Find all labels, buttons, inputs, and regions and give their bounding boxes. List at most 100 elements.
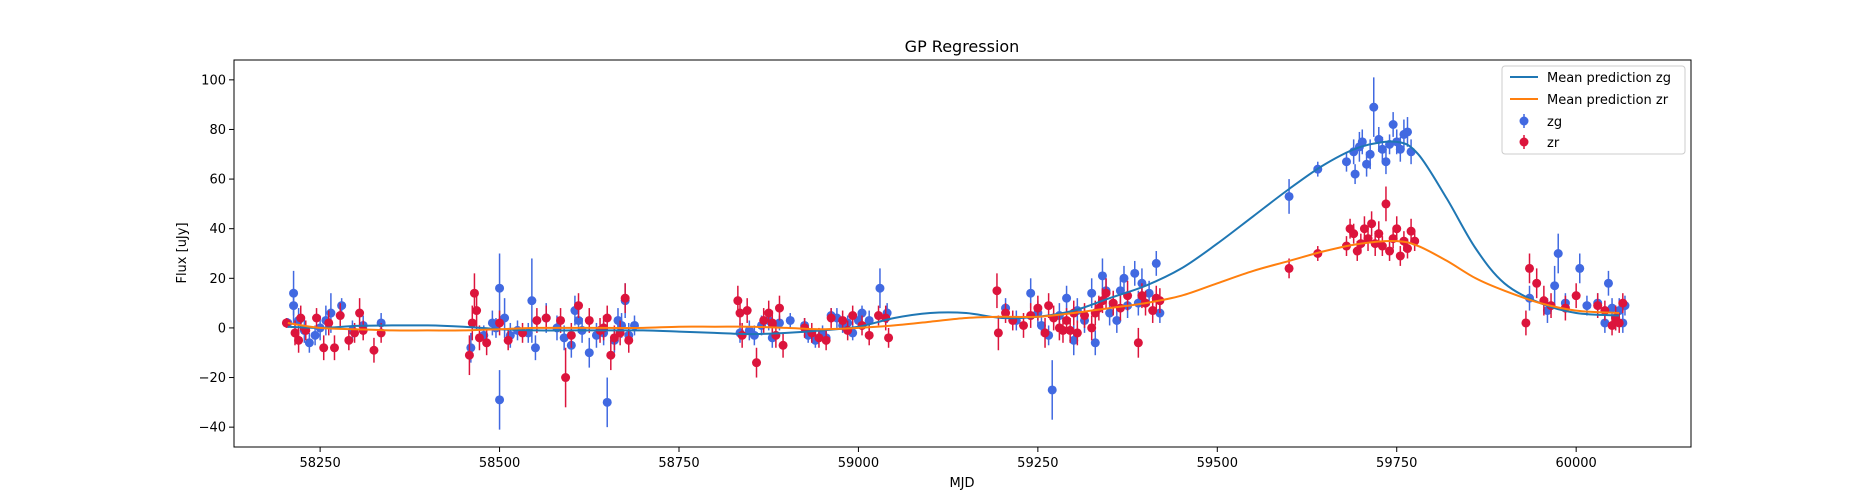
zg-point xyxy=(1036,320,1046,330)
zr-point xyxy=(369,345,379,355)
zr-point xyxy=(474,333,484,343)
zr-point xyxy=(312,313,322,323)
zg-point xyxy=(1087,288,1097,298)
zr-point xyxy=(1402,244,1412,254)
zg-point xyxy=(1350,169,1360,179)
zr-point xyxy=(1019,320,1029,330)
zg-point xyxy=(749,330,759,340)
zr-point xyxy=(1065,325,1075,335)
zr-point xyxy=(344,335,354,345)
legend-zr-point-marker xyxy=(1519,137,1529,147)
zg-point xyxy=(1388,120,1398,129)
zr-point xyxy=(324,318,334,328)
zr-point xyxy=(821,335,831,345)
legend-zg-point-marker xyxy=(1519,116,1529,126)
zg-point xyxy=(495,395,505,405)
zg-point xyxy=(1553,249,1563,258)
zr-point xyxy=(742,306,752,316)
zr-point xyxy=(1392,224,1402,234)
zg-point xyxy=(1097,271,1107,281)
zg-point xyxy=(1341,157,1351,167)
legend-zr-point-label: zr xyxy=(1547,136,1560,151)
zr-point xyxy=(1525,263,1535,273)
zr-point xyxy=(1367,219,1377,229)
x-tick-label: 58500 xyxy=(479,456,520,471)
zr-point xyxy=(1137,291,1147,301)
zg-point xyxy=(1600,318,1610,328)
zg-point xyxy=(574,315,584,325)
zr-point xyxy=(296,313,306,323)
zr-point xyxy=(848,311,858,321)
legend-zg-point-label: zg xyxy=(1547,115,1562,130)
zg-point xyxy=(1377,144,1387,154)
zg-point xyxy=(1357,137,1367,147)
zg-point xyxy=(785,315,795,325)
zg-point xyxy=(1047,385,1057,395)
zr-point xyxy=(584,315,594,325)
zr-point xyxy=(1359,224,1369,234)
zr-point xyxy=(464,350,474,360)
zg-point xyxy=(1090,338,1100,348)
zg-point xyxy=(1284,191,1294,201)
zr-point xyxy=(469,288,479,298)
zg-points-layer xyxy=(283,77,1630,430)
zr-point xyxy=(764,308,774,318)
zr-point xyxy=(735,308,745,318)
zr-point xyxy=(864,330,874,340)
gp-mean-lines-layer xyxy=(287,140,1620,336)
zr-point xyxy=(335,311,345,321)
y-tick-label: 20 xyxy=(209,272,226,287)
x-tick-label: 58250 xyxy=(299,456,340,471)
zg-point xyxy=(1119,273,1129,283)
zg-point xyxy=(337,301,347,311)
zr-point xyxy=(1381,199,1391,209)
zr-point xyxy=(1133,338,1143,348)
zr-point xyxy=(294,335,304,345)
zr-point xyxy=(884,333,894,343)
legend: Mean prediction zg Mean prediction zr zg… xyxy=(1501,65,1686,155)
y-tick-label: −40 xyxy=(199,421,226,436)
zr-point xyxy=(838,315,848,325)
zr-point xyxy=(1521,318,1531,328)
zr-points-layer xyxy=(281,186,1628,408)
chart-title: GP Regression xyxy=(905,37,1020,56)
y-tick-label: 0 xyxy=(218,321,226,336)
zr-point xyxy=(495,318,505,328)
legend-zr-line-label: Mean prediction zr xyxy=(1547,93,1669,108)
zg-point xyxy=(1112,315,1122,325)
zr-mean-prediction-line xyxy=(287,240,1620,332)
zg-point xyxy=(466,343,476,353)
x-axis-label: MJD xyxy=(949,476,974,491)
zr-point xyxy=(472,306,482,316)
zr-point xyxy=(281,318,291,328)
zg-point xyxy=(495,283,505,293)
zr-point xyxy=(1593,301,1603,311)
zr-point xyxy=(566,330,576,340)
zr-point xyxy=(1072,328,1082,338)
zg-point xyxy=(310,330,320,340)
zr-point xyxy=(467,318,477,328)
zg-point xyxy=(584,348,594,358)
zr-point xyxy=(771,330,781,340)
zr-point xyxy=(1108,298,1118,308)
x-tick-label: 60000 xyxy=(1555,456,1596,471)
zr-point xyxy=(1374,229,1384,239)
zr-point xyxy=(826,313,836,323)
zr-point xyxy=(329,343,339,353)
zr-point xyxy=(992,286,1002,296)
zr-point xyxy=(574,301,584,311)
zr-point xyxy=(733,296,743,306)
y-tick-label: 80 xyxy=(209,123,226,138)
zr-point xyxy=(1395,251,1405,261)
zr-point xyxy=(561,373,571,383)
zg-point xyxy=(1603,278,1613,288)
zr-point xyxy=(1349,229,1359,239)
y-axis-ticks: −40 −20 0 20 40 60 80 100 xyxy=(199,73,234,436)
zg-point xyxy=(1402,127,1412,137)
zr-point xyxy=(1033,303,1043,313)
zr-point xyxy=(1377,241,1387,251)
zg-point xyxy=(857,308,867,318)
zr-point xyxy=(1600,306,1610,316)
zr-point xyxy=(737,330,747,340)
